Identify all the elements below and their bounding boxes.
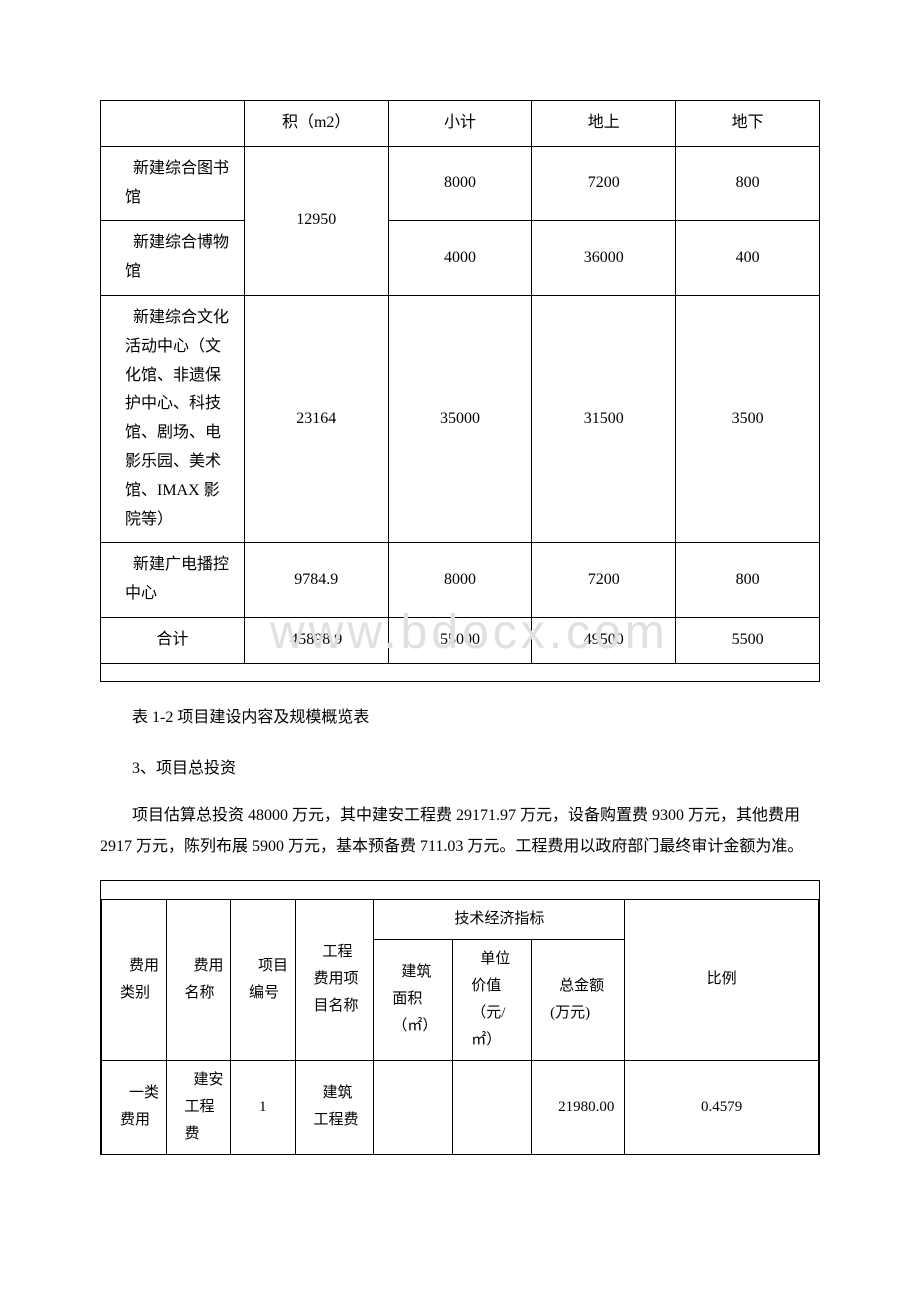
- cell-name: 新建综合文化活动中心（文化馆、非遗保护中心、科技馆、剧场、电影乐园、美术馆、IM…: [101, 295, 245, 542]
- th-fee-name: 费用名称: [166, 899, 231, 1060]
- table-2-investment: 费用类别 费用名称 项目编号 工程费用项目名称 技术经济指标 比例 建筑面积（㎡…: [101, 881, 819, 1155]
- cell-subtotal-header: 小计: [388, 101, 532, 147]
- cell-ratio: 0.4579: [625, 1060, 819, 1154]
- cell-total-amount: 21980.00: [532, 1060, 625, 1154]
- cell-item-no: 1: [231, 1060, 296, 1154]
- th-item-no: 项目编号: [231, 899, 296, 1060]
- section3-title: 3、项目总投资: [100, 755, 820, 784]
- th-total-amount: 总金额(万元): [532, 939, 625, 1060]
- cell-area: 12950: [244, 146, 388, 295]
- cell-empty: [102, 881, 819, 899]
- table-row: 新建综合图书馆 12950 8000 7200 800: [101, 146, 820, 221]
- table-row: 费用类别 费用名称 项目编号 工程费用项目名称 技术经济指标 比例: [102, 899, 819, 939]
- cell-below: 400: [676, 221, 820, 296]
- table-row: 合计 45898.9 55000 49500 5500: [101, 617, 820, 663]
- table-row: 一类费用 建安工程费 1 建筑工程费 21980.00 0.4579: [102, 1060, 819, 1154]
- th-project-name: 工程费用项目名称: [295, 899, 374, 1060]
- cell-below: 800: [676, 543, 820, 618]
- cell-below-header: 地下: [676, 101, 820, 147]
- table-row: [102, 881, 819, 899]
- cell-below: 800: [676, 146, 820, 221]
- cell-unit-price: [453, 1060, 532, 1154]
- table-1-scale: 积（m2） 小计 地上 地下 新建综合图书馆 12950 8000 7200 8…: [100, 100, 820, 682]
- table-row: 新建广电播控中心 9784.9 8000 7200 800: [101, 543, 820, 618]
- cell-project-name: 建筑工程费: [295, 1060, 374, 1154]
- table-row: 积（m2） 小计 地上 地下: [101, 101, 820, 147]
- cell-below: 3500: [676, 295, 820, 542]
- cell-name: 合计: [101, 617, 245, 663]
- cell-name: 新建综合博物馆: [101, 221, 245, 296]
- cell-fee-category: 一类费用: [102, 1060, 167, 1154]
- cell-subtotal: 55000: [388, 617, 532, 663]
- cell-area: 9784.9: [244, 543, 388, 618]
- cell-blank: [101, 101, 245, 147]
- cell-area: 45898.9: [244, 617, 388, 663]
- cell-subtotal: 4000: [388, 221, 532, 296]
- cell-above: 7200: [532, 543, 676, 618]
- th-build-area: 建筑面积（㎡）: [374, 939, 453, 1060]
- cell-name: 新建广电播控中心: [101, 543, 245, 618]
- cell-subtotal: 8000: [388, 146, 532, 221]
- table1-wrap: 积（m2） 小计 地上 地下 新建综合图书馆 12950 8000 7200 8…: [100, 100, 820, 682]
- table1-caption: 表 1-2 项目建设内容及规模概览表: [100, 704, 820, 733]
- th-ratio: 比例: [625, 899, 819, 1060]
- cell-area-header: 积（m2）: [244, 101, 388, 147]
- th-group-tech: 技术经济指标: [374, 899, 625, 939]
- cell-above: 36000: [532, 221, 676, 296]
- cell-area: 23164: [244, 295, 388, 542]
- table-row: 新建综合文化活动中心（文化馆、非遗保护中心、科技馆、剧场、电影乐园、美术馆、IM…: [101, 295, 820, 542]
- cell-above-header: 地上: [532, 101, 676, 147]
- cell-fee-name: 建安工程费: [166, 1060, 231, 1154]
- cell-empty: [101, 663, 820, 681]
- cell-subtotal: 35000: [388, 295, 532, 542]
- cell-above: 49500: [532, 617, 676, 663]
- table2-wrap: 费用类别 费用名称 项目编号 工程费用项目名称 技术经济指标 比例 建筑面积（㎡…: [100, 880, 820, 1155]
- th-unit-price: 单位价值（元/㎡）: [453, 939, 532, 1060]
- cell-name: 新建综合图书馆: [101, 146, 245, 221]
- cell-subtotal: 8000: [388, 543, 532, 618]
- section3-body: 项目估算总投资 48000 万元，其中建安工程费 29171.97 万元，设备购…: [100, 801, 820, 862]
- cell-build-area: [374, 1060, 453, 1154]
- th-fee-category: 费用类别: [102, 899, 167, 1060]
- cell-above: 31500: [532, 295, 676, 542]
- table-row: 新建综合博物馆 4000 36000 400: [101, 221, 820, 296]
- table-row: [101, 663, 820, 681]
- cell-above: 7200: [532, 146, 676, 221]
- cell-below: 5500: [676, 617, 820, 663]
